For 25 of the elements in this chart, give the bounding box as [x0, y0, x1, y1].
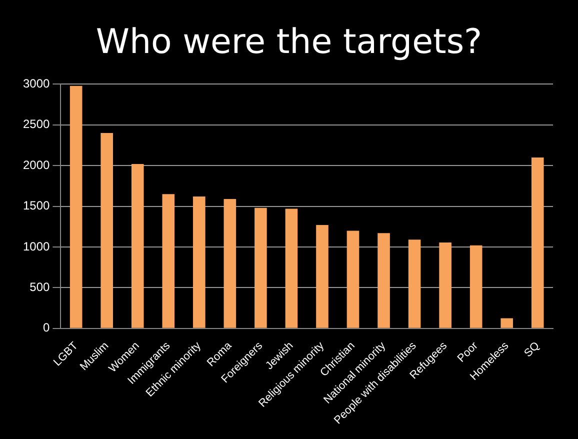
bar [408, 240, 421, 328]
y-tick-label: 500 [30, 280, 50, 294]
y-tick-label: 2500 [22, 117, 50, 132]
bar [254, 208, 267, 328]
y-tick-label: 0 [43, 320, 50, 335]
x-tick-label: SQ [522, 340, 542, 360]
bar [100, 133, 114, 328]
bar [531, 157, 544, 328]
bar [224, 198, 236, 328]
bar [378, 233, 390, 328]
bar [131, 164, 144, 328]
bar [285, 208, 298, 328]
bar [193, 196, 206, 328]
bar [439, 242, 452, 328]
bar [470, 245, 482, 328]
bar [500, 318, 513, 328]
bar [316, 225, 328, 328]
y-tick-label: 2000 [22, 158, 50, 172]
bar [70, 86, 82, 328]
y-tick-label: 1500 [22, 198, 50, 213]
y-tick-label: 3000 [22, 76, 50, 91]
chart-title: Who were the targets? [94, 21, 484, 64]
bar [162, 194, 175, 328]
bar [346, 230, 360, 328]
y-tick-label: 1000 [22, 239, 50, 254]
